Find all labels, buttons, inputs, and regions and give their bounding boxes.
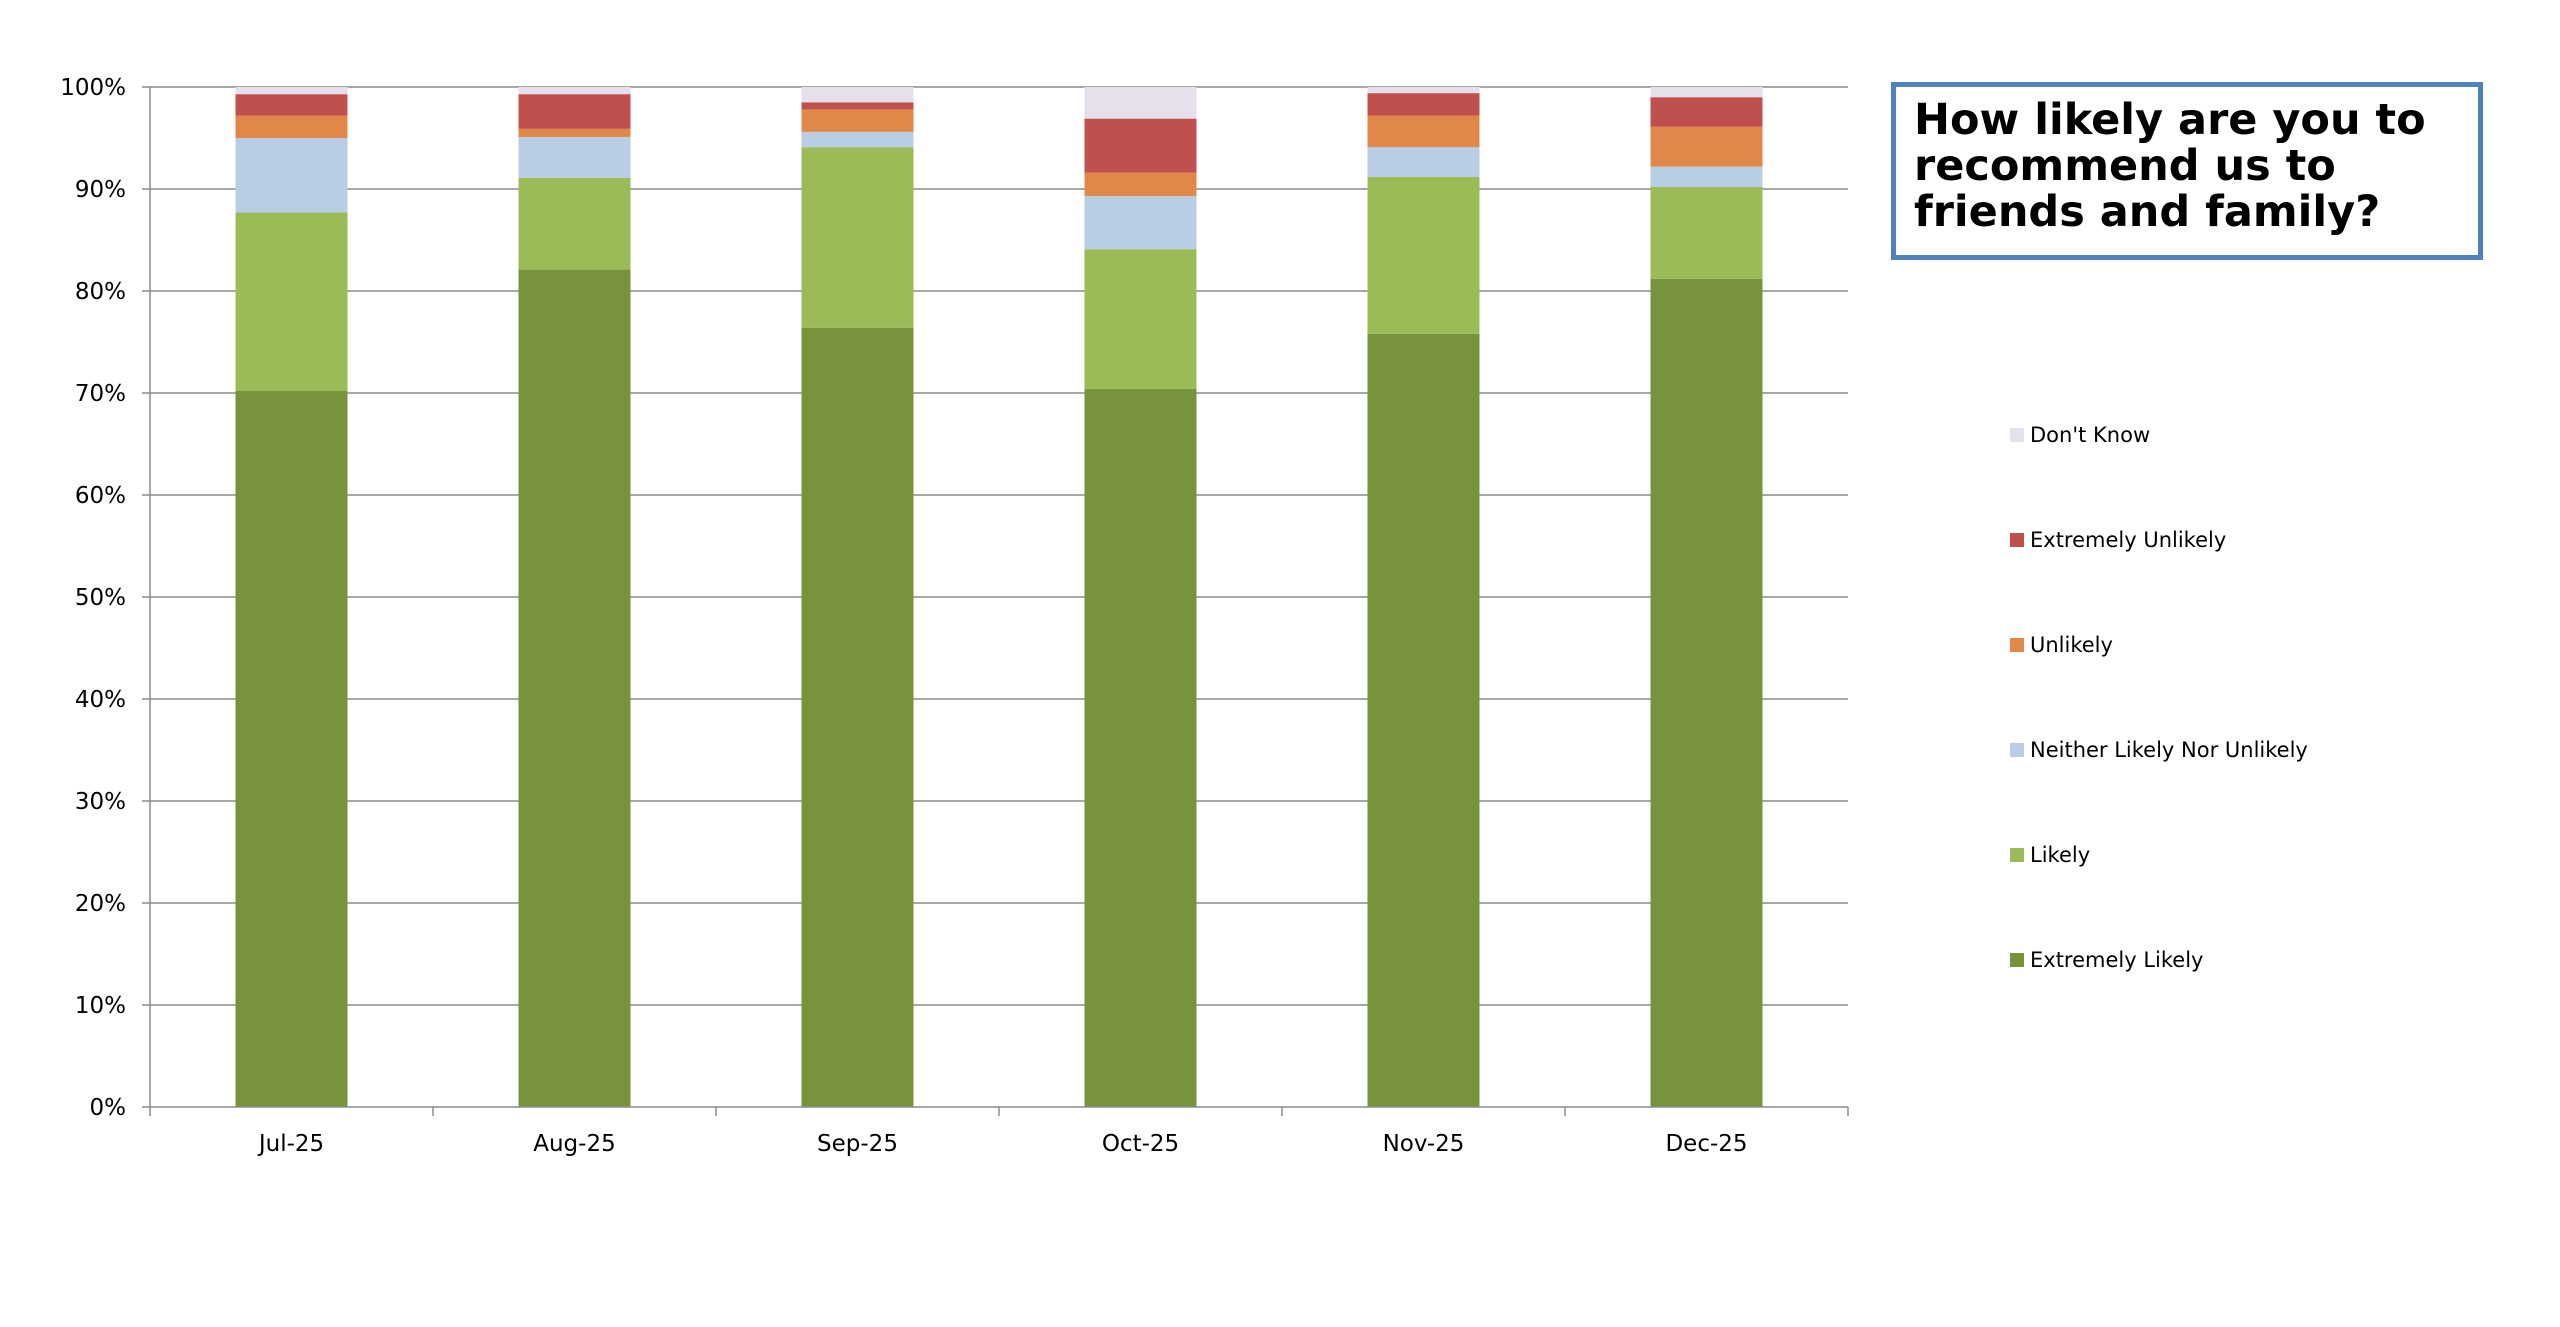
legend-swatch bbox=[2010, 743, 2024, 757]
bar-segment bbox=[518, 136, 631, 178]
bar-segment bbox=[1650, 186, 1763, 279]
bar-segment bbox=[235, 212, 348, 391]
bar-segment bbox=[1650, 166, 1763, 187]
y-tick-label: 0% bbox=[90, 1095, 127, 1121]
legend-label: Unlikely bbox=[2030, 633, 2113, 657]
y-tick-label: 60% bbox=[75, 483, 126, 509]
bar-segment bbox=[1650, 126, 1763, 167]
bar-segment bbox=[1084, 388, 1197, 1107]
x-tick-label: Jul-25 bbox=[257, 1131, 324, 1157]
x-tick-label: Oct-25 bbox=[1102, 1131, 1179, 1157]
bar-segment bbox=[518, 128, 631, 137]
bar-segment bbox=[801, 147, 914, 328]
x-tick-label: Dec-25 bbox=[1665, 1131, 1747, 1157]
bar-segment bbox=[1650, 97, 1763, 127]
legend-item: Unlikely bbox=[2010, 630, 2113, 660]
bar-segment bbox=[801, 327, 914, 1108]
bar-segment bbox=[518, 177, 631, 270]
bar-segment bbox=[235, 87, 348, 95]
chart-title-box: How likely are you to recommend us to fr… bbox=[1891, 82, 2483, 260]
y-tick-label: 70% bbox=[75, 381, 126, 407]
bar-segment bbox=[1367, 87, 1480, 94]
legend-item: Extremely Likely bbox=[2010, 945, 2203, 975]
bar-segment bbox=[235, 94, 348, 116]
chart-title: How likely are you to recommend us to fr… bbox=[1914, 95, 2426, 237]
bar-segment bbox=[518, 94, 631, 129]
bar-segment bbox=[1367, 176, 1480, 334]
bar-segment bbox=[801, 87, 914, 103]
x-tick-label: Aug-25 bbox=[533, 1131, 615, 1157]
bar-segment bbox=[801, 131, 914, 148]
bar-segment bbox=[235, 390, 348, 1108]
legend-label: Don't Know bbox=[2030, 423, 2151, 447]
y-tick-label: 50% bbox=[75, 585, 126, 611]
legend-item: Likely bbox=[2010, 840, 2090, 870]
bar-segment bbox=[1084, 172, 1197, 197]
bar-segment bbox=[1084, 87, 1197, 119]
legend-swatch bbox=[2010, 533, 2024, 547]
bar-segment bbox=[1084, 249, 1197, 389]
bar-segment bbox=[235, 115, 348, 138]
bar-segment bbox=[518, 269, 631, 1108]
legend-swatch bbox=[2010, 638, 2024, 652]
bar-segment bbox=[801, 109, 914, 132]
legend-item: Neither Likely Nor Unlikely bbox=[2010, 735, 2308, 765]
bar-segment bbox=[518, 87, 631, 95]
legend-swatch bbox=[2010, 953, 2024, 967]
legend-swatch bbox=[2010, 848, 2024, 862]
x-tick-label: Sep-25 bbox=[817, 1131, 898, 1157]
y-tick-label: 20% bbox=[75, 891, 126, 917]
bar-segment bbox=[1650, 278, 1763, 1107]
bar-segment bbox=[1367, 147, 1480, 177]
y-tick-label: 30% bbox=[75, 789, 126, 815]
bar-segment bbox=[1084, 196, 1197, 250]
legend-swatch bbox=[2010, 428, 2024, 442]
legend-label: Likely bbox=[2030, 843, 2091, 867]
legend-label: Neither Likely Nor Unlikely bbox=[2030, 738, 2308, 762]
legend-label: Extremely Unlikely bbox=[2030, 528, 2227, 552]
bar-segment bbox=[1650, 87, 1763, 98]
y-tick-label: 90% bbox=[75, 177, 126, 203]
x-tick-label: Nov-25 bbox=[1383, 1131, 1465, 1157]
legend-item: Don't Know bbox=[2010, 420, 2150, 450]
bar-segment bbox=[1084, 118, 1197, 173]
bar-segment bbox=[1367, 333, 1480, 1108]
legend-item: Extremely Unlikely bbox=[2010, 525, 2226, 555]
bar-segment bbox=[1367, 93, 1480, 116]
legend-label: Extremely Likely bbox=[2030, 948, 2204, 972]
bar-segment bbox=[801, 102, 914, 110]
bar-segment bbox=[1367, 115, 1480, 148]
y-tick-label: 80% bbox=[75, 279, 126, 305]
bar-segment bbox=[235, 138, 348, 213]
y-tick-label: 40% bbox=[75, 687, 126, 713]
y-tick-label: 10% bbox=[75, 993, 126, 1019]
y-tick-label: 100% bbox=[60, 75, 126, 101]
